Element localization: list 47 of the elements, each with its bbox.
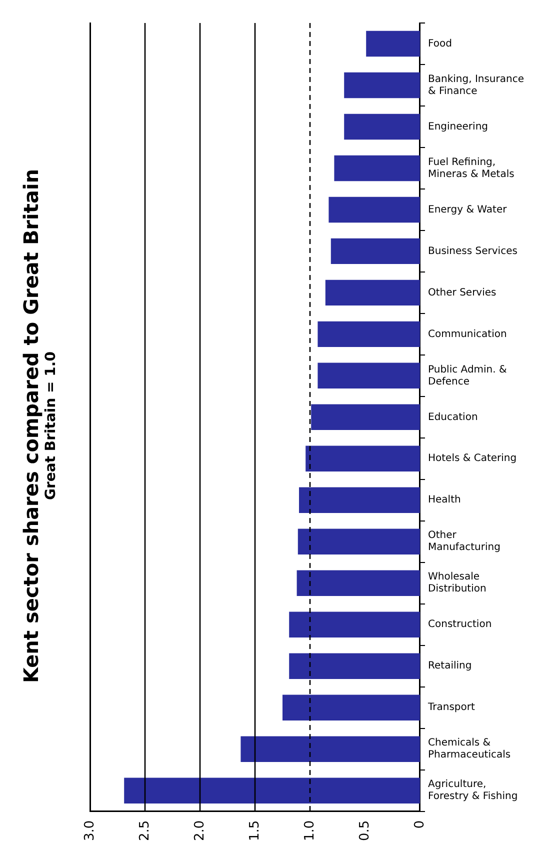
bar	[334, 155, 420, 182]
bar	[299, 487, 420, 514]
bar	[240, 736, 420, 762]
x-tick-label: 0.5	[357, 820, 372, 842]
x-tick-label: 1.0	[302, 820, 318, 842]
y-tick-label: Banking, Insurance & Finance	[428, 74, 524, 97]
y-tick-label: Engineering	[428, 121, 488, 132]
bar	[318, 362, 420, 389]
y-tick-label: Retailing	[428, 660, 472, 672]
bar	[328, 196, 420, 223]
x-tick-label: 2.5	[137, 820, 152, 842]
bar	[296, 570, 420, 596]
bar	[318, 321, 420, 348]
x-tick-label: 1.5	[247, 820, 262, 842]
bar	[289, 653, 420, 679]
text: Kent sector shares compared to Great Britain	[19, 168, 43, 684]
bar	[344, 72, 420, 98]
text: Great Britain = 1.0	[43, 352, 59, 500]
bar	[330, 238, 420, 264]
x-tick-label: 3.0	[82, 820, 98, 842]
bar	[289, 612, 420, 638]
bar	[366, 30, 420, 57]
y-tick-label: Construction	[428, 619, 492, 630]
bar	[282, 694, 420, 720]
y-tick-label: Communication	[428, 328, 507, 340]
y-tick-label: Other Manufacturing	[428, 530, 500, 554]
y-tick-label: Public Admin. & Defence	[428, 364, 507, 388]
y-tick-label: Other Servies	[428, 287, 496, 298]
y-tick-label: Wholesale Distribution	[428, 572, 486, 595]
y-tick-label: Transport	[427, 702, 475, 714]
bar	[306, 446, 420, 472]
y-tick-label: Energy & Water	[428, 204, 508, 216]
bar	[325, 280, 420, 306]
x-tick-label: 0	[412, 820, 428, 829]
y-tick-label: Chemicals & Pharmaceuticals	[428, 738, 511, 761]
bar	[298, 528, 420, 554]
y-tick-label: Health	[428, 494, 461, 506]
bar	[124, 778, 420, 804]
bar	[311, 404, 420, 430]
y-tick-label: Hotels & Catering	[428, 453, 517, 464]
x-tick-label: 2.0	[192, 820, 208, 842]
y-tick-label: Food	[428, 38, 452, 50]
y-tick-label: Fuel Refining, Mineras & Metals	[428, 156, 514, 180]
y-tick-label: Education	[428, 412, 478, 423]
bar	[344, 114, 420, 140]
y-tick-label: Business Services	[428, 246, 518, 257]
y-tick-label: Agriculture, Forestry & Fishing	[428, 779, 518, 802]
